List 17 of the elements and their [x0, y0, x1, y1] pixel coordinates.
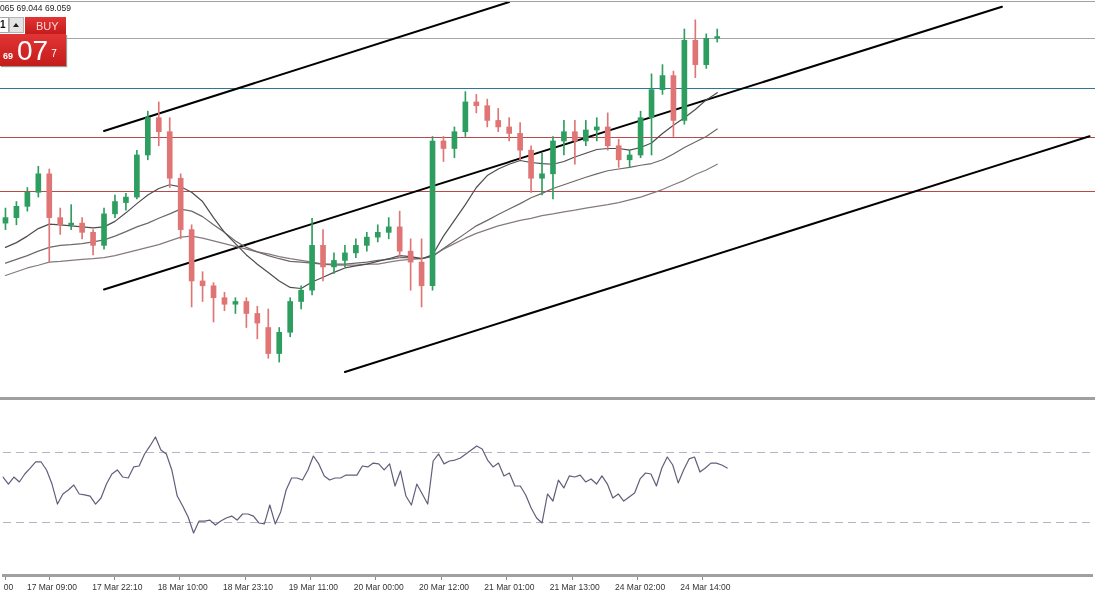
x-tick-label: 20 Mar 00:00	[353, 582, 405, 593]
x-tick-label: 17 Mar 22:10	[92, 582, 143, 593]
candlestick	[714, 28, 721, 43]
x-tick-label: 17 Mar 09:00	[26, 582, 78, 593]
x-tick-label: 18 Mar 23:10	[222, 582, 274, 593]
x-tick-label: 19 Mar 11:00	[288, 582, 339, 593]
x-tick-label: 20 Mar 12:00	[419, 582, 470, 593]
annotation: BUY	[36, 20, 59, 33]
x-tick-label: 00	[3, 582, 14, 593]
x-tick-label: 21 Mar 13:00	[549, 582, 601, 593]
x-tick-label: 24 Mar 14:00	[680, 582, 731, 593]
annotation: 1	[0, 19, 6, 31]
text: 065 69.044 69.059	[0, 3, 71, 13]
annotation: 69	[3, 51, 14, 61]
x-tick-label: 21 Mar 01:00	[484, 582, 535, 593]
x-tick-label: 18 Mar 10:00	[157, 582, 208, 593]
x-tick-label: 24 Mar 02:00	[615, 582, 666, 593]
